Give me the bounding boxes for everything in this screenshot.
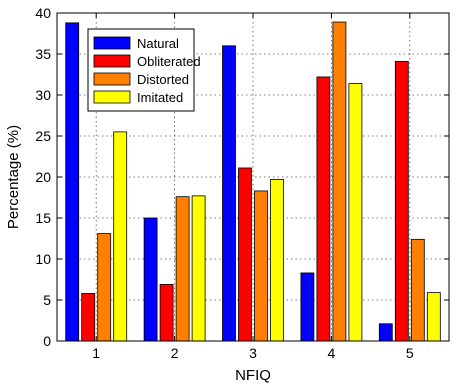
bars <box>65 21 441 342</box>
bar-distorted-1 <box>97 233 112 342</box>
bar-natural-3 <box>222 45 236 342</box>
x-tick-label: 2 <box>171 345 179 361</box>
y-tick-label: 10 <box>35 251 51 267</box>
bar-natural-4 <box>300 272 315 342</box>
bar-distorted-3 <box>254 190 268 342</box>
x-tick-label: 4 <box>328 345 336 361</box>
legend-swatch-distorted <box>93 72 131 86</box>
y-tick-label: 30 <box>35 87 51 103</box>
bar-distorted-5 <box>410 238 425 342</box>
bar-obliterated-3 <box>238 167 252 342</box>
bar-imitated-4 <box>348 83 363 342</box>
bar-imitated-1 <box>113 131 128 342</box>
x-tick-label: 5 <box>406 345 414 361</box>
x-tick-label: 3 <box>249 345 257 361</box>
y-tick-label: 35 <box>35 46 51 62</box>
bar-distorted-2 <box>175 196 190 342</box>
y-tick-label: 25 <box>35 128 51 144</box>
legend-swatch-natural <box>93 36 131 50</box>
y-tick-label: 20 <box>35 169 51 185</box>
bar-distorted-4 <box>332 21 347 342</box>
y-axis-label: Percentage (%) <box>5 125 22 229</box>
bar-imitated-2 <box>191 195 206 342</box>
legend-swatch-obliterated <box>93 54 131 68</box>
bar-imitated-3 <box>270 179 284 342</box>
legend-label-distorted: Distorted <box>137 72 189 87</box>
legend-label-obliterated: Obliterated <box>137 54 201 69</box>
bar-obliterated-1 <box>81 293 96 342</box>
bar-obliterated-4 <box>316 76 331 342</box>
legend-swatch-imitated <box>93 90 131 104</box>
x-tick-label: 1 <box>92 345 100 361</box>
legend-label-imitated: Imitated <box>137 90 183 105</box>
y-tick-label: 15 <box>35 210 51 226</box>
y-tick-label: 40 <box>35 5 51 21</box>
y-tick-label: 5 <box>43 292 51 308</box>
bar-obliterated-5 <box>394 60 409 342</box>
axis-ticks: 0 5 10 15 20 25 30 35 40 1 2 3 4 5 <box>35 5 449 361</box>
bar-obliterated-2 <box>159 284 174 342</box>
bar-imitated-5 <box>426 292 441 342</box>
legend-label-natural: Natural <box>137 36 179 51</box>
bar-natural-1 <box>65 22 80 342</box>
bar-natural-5 <box>378 323 393 342</box>
legend: Natural Obliterated Distorted Imitated <box>87 28 201 112</box>
bar-natural-2 <box>143 217 158 342</box>
y-tick-label: 0 <box>43 333 51 349</box>
x-axis-label: NFIQ <box>235 367 271 384</box>
